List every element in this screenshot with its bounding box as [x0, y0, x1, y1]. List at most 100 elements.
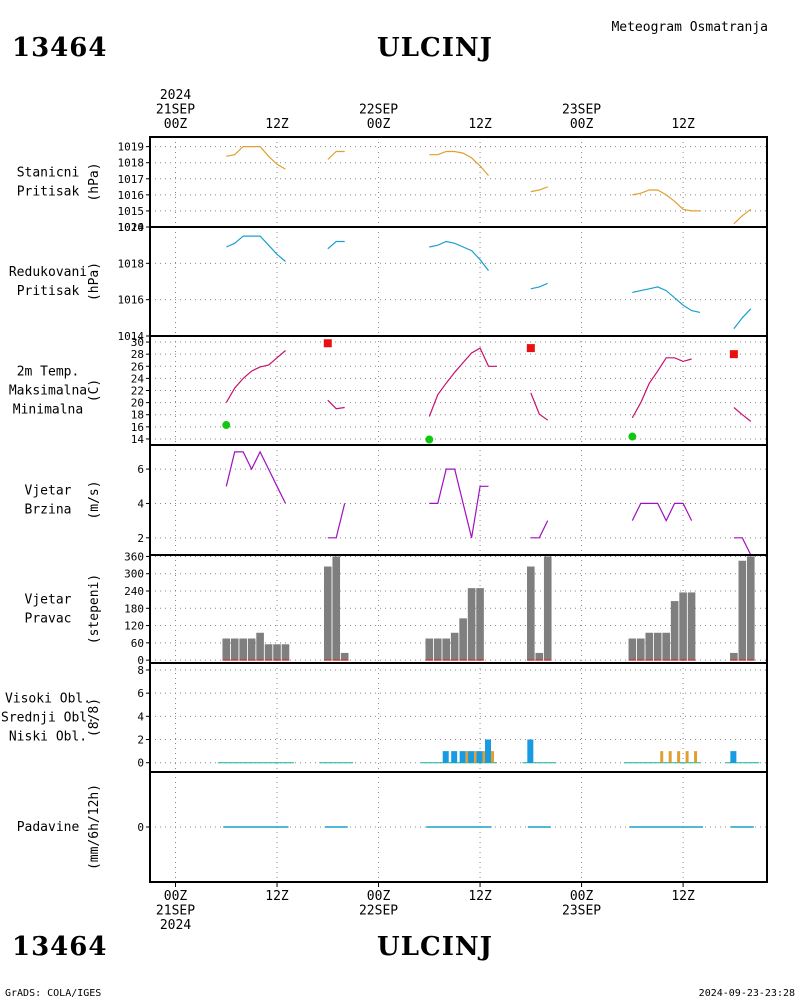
wind-direction-bar	[256, 632, 264, 661]
temperature-maximum-marker	[526, 344, 535, 353]
time-tick-label: 00Z	[164, 889, 188, 904]
wind-direction-ytick-label: 240	[124, 585, 144, 598]
time-tick-label: 00Z	[164, 117, 188, 132]
wind-speed-series-line	[733, 537, 752, 556]
temperature-legend-label: Minimalna	[13, 403, 83, 418]
reduced-pressure-ytick-label: 1018	[118, 257, 145, 270]
station-pressure-series-line	[226, 146, 286, 170]
temperature-ytick-label: 26	[131, 360, 144, 373]
precipitation-legend-label: Padavine	[17, 820, 80, 835]
time-tick-label: 2024	[160, 918, 191, 933]
temperature-ytick-label: 30	[131, 336, 144, 349]
wind-direction-bar	[450, 632, 459, 661]
time-tick-label: 23SEP	[562, 904, 601, 919]
station-pressure-series-line	[530, 186, 548, 193]
reduced-pressure-ytick-label: 1016	[118, 294, 145, 307]
time-tick-label: 12Z	[671, 889, 695, 904]
footer-station-name: ULCINJ	[377, 932, 493, 962]
wind-direction-ytick-label: 0	[137, 654, 144, 667]
cloud-cover-high-bar	[459, 751, 466, 763]
time-tick-label: 12Z	[671, 117, 695, 132]
cloud-cover-high-bar	[442, 751, 449, 763]
wind-direction-ytick-label: 60	[131, 637, 144, 650]
panels: 1014 1015 1016 1017 1018 1019 (hPa) Stanicni Pri…	[1, 136, 768, 883]
wind-direction-bar	[222, 638, 231, 661]
station-pressure-ytick-label: 1018	[118, 157, 145, 170]
precipitation-ytick-label: 0	[137, 821, 144, 834]
wind-direction-bar	[645, 632, 654, 661]
station-pressure-ytick-label: 1015	[118, 205, 145, 218]
temperature-ytick-label: 20	[131, 397, 144, 410]
cloud-cover-low-bar	[677, 751, 681, 763]
time-tick-label: 12Z	[265, 117, 289, 132]
time-tick-label: 2024	[160, 88, 191, 103]
wind-direction-ytick-label: 180	[124, 602, 144, 615]
wind-direction-bar	[433, 638, 442, 661]
time-tick-label: 00Z	[570, 117, 594, 132]
temperature-series-line	[733, 407, 752, 422]
cloud-cover-high-bar	[527, 739, 534, 763]
cloud-cover-low-bar	[482, 751, 486, 763]
station-pressure-frame	[149, 136, 768, 228]
reduced-pressure-series-line	[530, 282, 548, 290]
wind-direction-bar	[340, 652, 349, 661]
cloud-cover-ytick-label: 4	[137, 710, 144, 723]
cloud-cover-high-bar	[468, 751, 475, 763]
wind-speed-series-line	[631, 502, 693, 522]
station-pressure-ytick-label: 1014	[118, 221, 145, 234]
station-pressure-series-line	[429, 150, 489, 176]
time-tick-label: 21SEP	[156, 904, 195, 919]
wind-direction-bar	[264, 644, 273, 661]
temperature-maximum-marker	[729, 350, 738, 359]
reduced-pressure-series-line	[733, 308, 752, 330]
temperature-ytick-label: 14	[131, 433, 145, 446]
header-station-name: ULCINJ	[377, 33, 493, 63]
wind-direction-bar	[467, 588, 476, 661]
wind-direction-bar	[670, 601, 679, 661]
temperature-minimum-marker	[222, 421, 231, 430]
temperature-series-line	[631, 357, 692, 419]
station-pressure-panel: 1014 1015 1016 1017 1018 1019 (hPa) Stanicni Pri…	[17, 136, 768, 234]
temperature-minimum-marker	[628, 432, 637, 441]
cloud-cover-low-bar	[491, 751, 495, 763]
cloud-cover-high-bar	[730, 751, 737, 763]
temperature-series-line	[327, 399, 345, 410]
cloud-cover-frame	[149, 662, 768, 773]
wind-direction-bar	[425, 638, 434, 661]
wind-direction-bar	[247, 638, 256, 661]
time-tick-label: 12Z	[468, 889, 492, 904]
precipitation-frame	[149, 771, 768, 883]
temperature-legend-label: 2m Temp.	[17, 365, 80, 380]
wind-speed-frame	[149, 444, 768, 556]
cloud-cover-ytick-label: 0	[137, 757, 144, 770]
time-tick-label: 12Z	[468, 117, 492, 132]
reduced-pressure-legend-label: Pritisak	[17, 284, 80, 299]
header-station-id: 13464	[12, 33, 107, 63]
wind-direction-legend-label: Pravac	[25, 612, 72, 627]
cloud-cover-ytick-label: 6	[137, 687, 144, 700]
wind-direction-bar	[738, 560, 747, 661]
reduced-pressure-series-line	[226, 235, 286, 262]
reduced-pressure-ytick-label: 1020	[118, 221, 145, 234]
cloud-cover-low-bar	[694, 751, 698, 763]
time-tick-label: 00Z	[367, 117, 391, 132]
wind-direction-ytick-label: 300	[124, 568, 144, 581]
cloud-cover-high-bar	[451, 751, 458, 763]
reduced-pressure-legend-label: Redukovani	[9, 265, 87, 280]
station-pressure-ytick-label: 1017	[118, 173, 145, 186]
time-tick-label: 22SEP	[359, 103, 398, 118]
wind-speed-series-line	[429, 468, 489, 538]
reduced-pressure-panel: 1014 1016 1018 1020 (hPa)Redukovani Pritisak	[9, 221, 768, 343]
wind-direction-bar	[662, 632, 670, 661]
reduced-pressure-frame	[149, 226, 768, 337]
cloud-cover-low-bar	[668, 751, 672, 763]
wind-speed-ytick-label: 4	[137, 497, 144, 510]
wind-direction-bar	[273, 644, 281, 661]
wind-direction-ytick-label: 120	[124, 620, 144, 633]
reduced-pressure-ytick-label: 1014	[118, 330, 145, 343]
footer-timestamp: 2024-09-23-23:28	[699, 988, 795, 999]
wind-speed-series-line	[225, 450, 287, 504]
cloud-cover-high-bar	[476, 751, 483, 763]
